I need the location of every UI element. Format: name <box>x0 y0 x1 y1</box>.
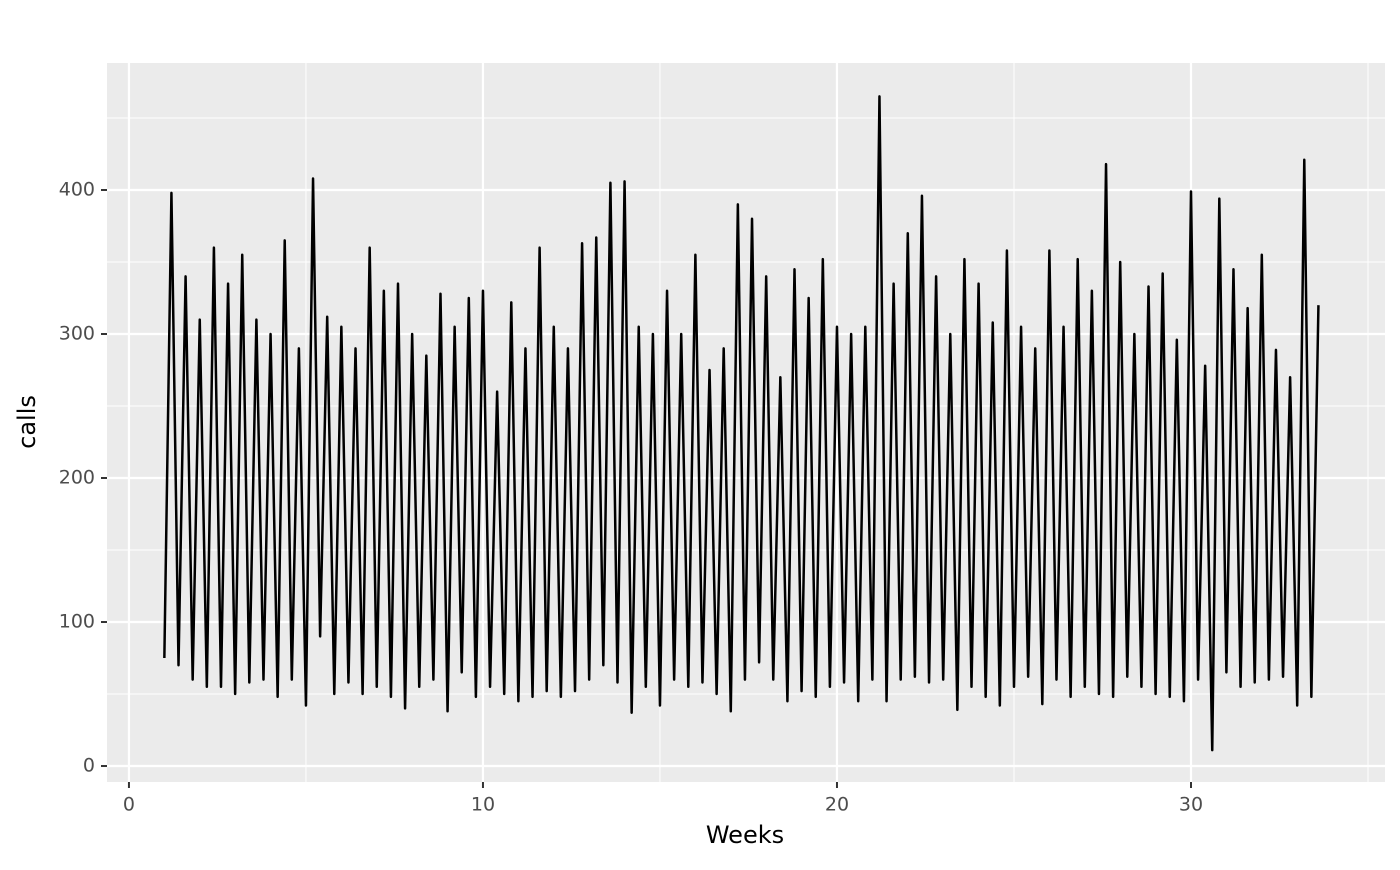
y-tick-label: 0 <box>83 755 95 777</box>
y-axis-title: calls <box>13 395 41 449</box>
y-tick-label: 100 <box>59 611 95 633</box>
x-tick-label: 10 <box>471 794 495 816</box>
y-tick-label: 400 <box>59 179 95 201</box>
y-tick-label: 300 <box>59 323 95 345</box>
plot <box>163 95 1320 752</box>
x-tick-label: 20 <box>825 794 849 816</box>
x-tick-label: 30 <box>1179 794 1203 816</box>
x-axis-title: Weeks <box>706 821 784 849</box>
y-tick-label: 200 <box>59 467 95 489</box>
x-tick-label: 0 <box>123 794 135 816</box>
data-line <box>163 95 1320 752</box>
